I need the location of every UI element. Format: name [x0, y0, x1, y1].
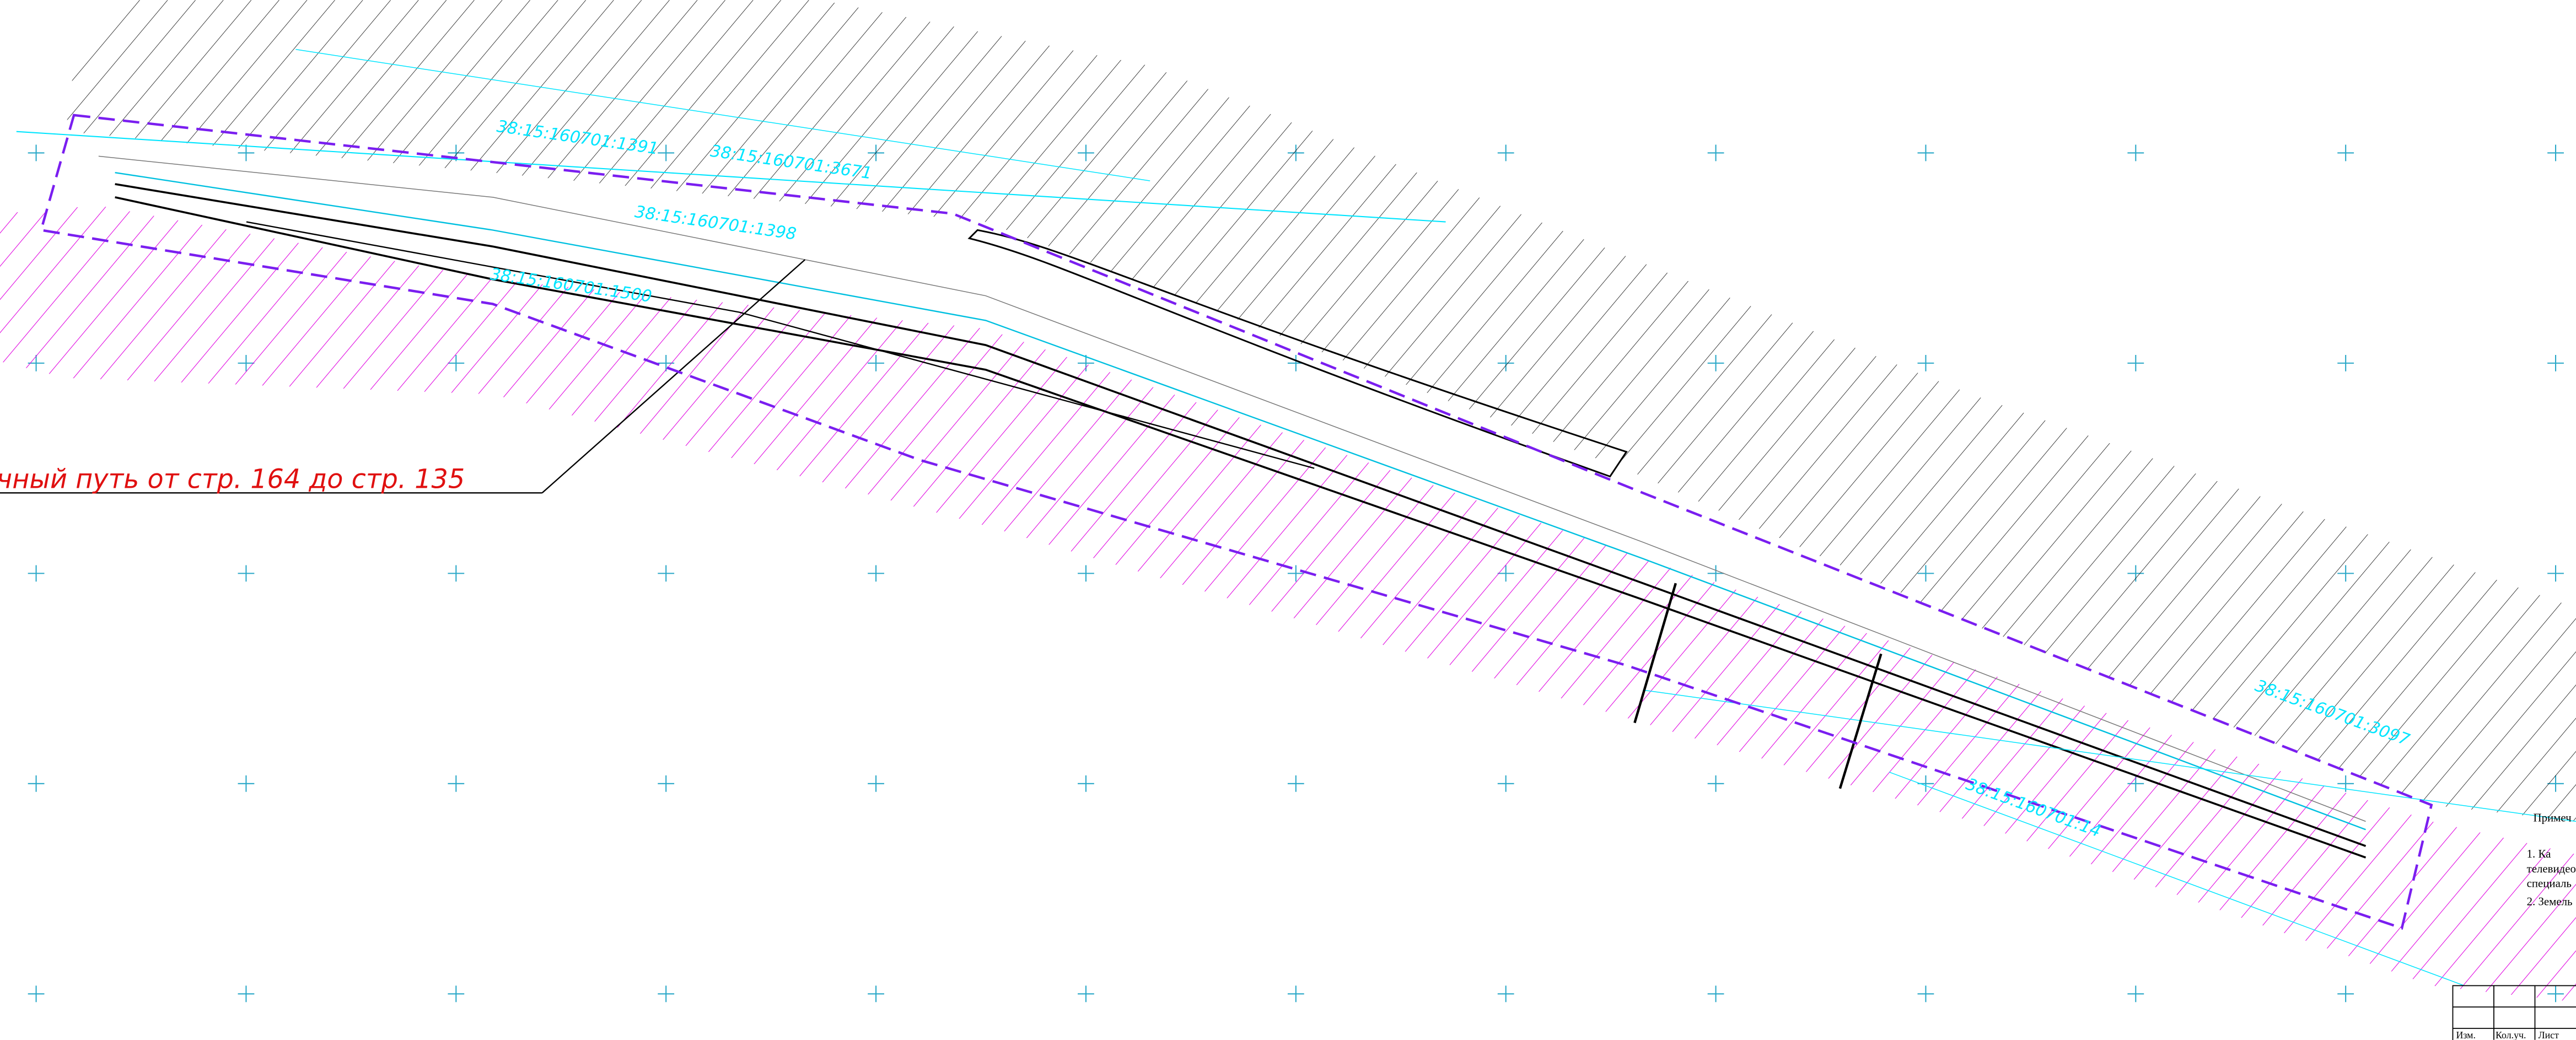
grid-cross: [238, 985, 255, 1003]
grid-cross: [1078, 985, 1094, 1003]
grid-cross: [2547, 565, 2564, 582]
grid-cross: [1917, 354, 1934, 371]
grid-cross: [1707, 144, 1724, 161]
hatch-magenta: [0, 205, 2576, 1003]
grid-cross: [1707, 775, 1724, 792]
grid-cross: [1707, 565, 1724, 582]
note-line: телевидео: [2527, 862, 2576, 875]
grid-cross: [1497, 985, 1514, 1003]
grid-cross: [1287, 985, 1304, 1003]
grid-cross: [28, 775, 45, 792]
notes: Примеч 1. Ка телевидео специаль 2. Земел…: [2527, 811, 2576, 908]
grid-cross: [28, 565, 45, 582]
title-table: [2452, 985, 2576, 1040]
grid-cross: [1497, 144, 1514, 161]
road: [0, 49, 2576, 987]
grid-cross: [868, 775, 884, 792]
grid-cross: [1917, 144, 1934, 161]
boundary: [39, 114, 2433, 930]
grid-cross: [2127, 144, 2144, 161]
grid-cross: [2127, 354, 2144, 371]
grid-cross: [2337, 354, 2354, 371]
grid-cross: [658, 565, 675, 582]
note-line: 1. Ка: [2527, 847, 2551, 860]
table-header: Изм.: [2456, 1030, 2476, 1040]
notes-title: Примеч: [2534, 811, 2572, 824]
grid-cross: [2547, 144, 2564, 161]
note-line: специаль: [2527, 877, 2572, 890]
grid-cross: [1497, 775, 1514, 792]
grid-cross: [448, 985, 465, 1003]
hatch-black: [66, 0, 2576, 822]
grid-cross: [1917, 985, 1934, 1003]
grid-cross: [28, 985, 45, 1003]
grid-cross: [2337, 144, 2354, 161]
grid-cross: [2337, 985, 2354, 1003]
parcel-label: 38:15:160701:1398: [633, 202, 798, 244]
grid-cross: [868, 985, 884, 1003]
table-header: Кол.уч.: [2496, 1030, 2526, 1040]
grid-cross: [658, 775, 675, 792]
note-line: 2. Земель: [2527, 894, 2573, 908]
grid-cross: [1707, 985, 1724, 1003]
grid-cross: [2127, 985, 2144, 1003]
grid-cross: [238, 565, 255, 582]
grid-cross: [448, 565, 465, 582]
grid-cross: [1078, 775, 1094, 792]
grid-cross: [448, 775, 465, 792]
grid-cross: [658, 985, 675, 1003]
grid-cross: [1287, 775, 1304, 792]
grid-cross: [2547, 354, 2564, 371]
grid-cross: [238, 775, 255, 792]
grid-cross: [28, 144, 45, 161]
grid-cross: [1078, 565, 1094, 582]
grid-cross: [868, 565, 884, 582]
table-header: Лист: [2538, 1030, 2559, 1040]
annotation: чный путь от стр. 164 до стр. 135: [0, 464, 465, 494]
